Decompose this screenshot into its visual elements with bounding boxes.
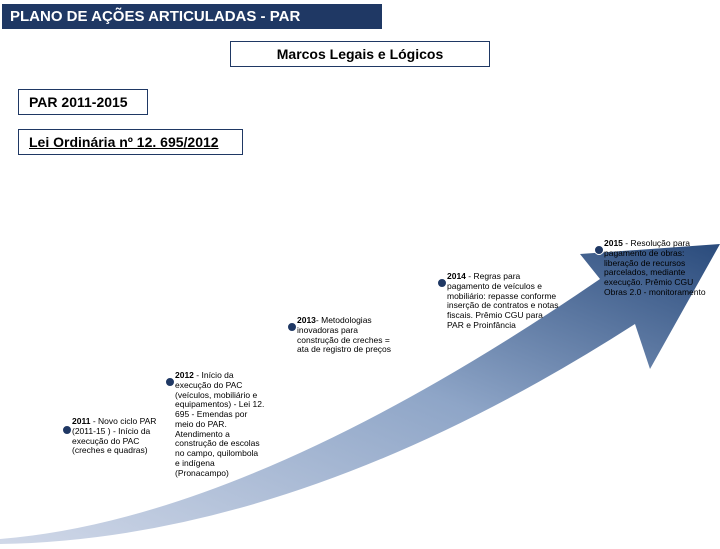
page-title: PLANO DE AÇÕES ARTICULADAS - PAR [10, 8, 300, 25]
milestone-dot-m2012 [165, 377, 175, 387]
milestone-body-m2015: - Resolução para pagamento de obras: lib… [604, 238, 706, 297]
par-period-text: PAR 2011-2015 [29, 94, 128, 110]
header-bar: PLANO DE AÇÕES ARTICULADAS - PAR [2, 4, 382, 29]
milestone-dot-m2015 [594, 245, 604, 255]
milestone-body-m2014: - Regras para pagamento de veículos e mo… [447, 271, 559, 330]
milestone-year-m2012: 2012 [175, 370, 194, 380]
subtitle-box: Marcos Legais e Lógicos [230, 41, 490, 67]
milestone-text-m2012: 2012 - Início da execução do PAC (veícul… [175, 371, 265, 478]
milestone-dot-m2011 [62, 425, 72, 435]
milestone-dot-m2013 [287, 322, 297, 332]
milestone-body-m2012: - Início da execução do PAC (veículos, m… [175, 370, 264, 478]
milestone-text-m2011: 2011 - Novo ciclo PAR (2011-15 ) - Iníci… [72, 417, 157, 456]
lei-text: Lei Ordinária nº 12. 695/2012 [29, 134, 219, 150]
milestone-year-m2013: 2013 [297, 315, 316, 325]
milestone-year-m2014: 2014 [447, 271, 466, 281]
par-period-box: PAR 2011-2015 [18, 89, 148, 115]
milestone-year-m2011: 2011 [72, 416, 90, 426]
milestone-dot-m2014 [437, 278, 447, 288]
milestone-text-m2013: 2013- Metodologias inovadoras para const… [297, 316, 397, 355]
lei-box: Lei Ordinária nº 12. 695/2012 [18, 129, 243, 155]
milestone-year-m2015: 2015 [604, 238, 623, 248]
milestone-text-m2015: 2015 - Resolução para pagamento de obras… [604, 239, 714, 298]
timeline-arrow-container: 2011 - Novo ciclo PAR (2011-15 ) - Iníci… [0, 209, 720, 544]
subtitle-text: Marcos Legais e Lógicos [277, 46, 444, 62]
milestone-text-m2014: 2014 - Regras para pagamento de veículos… [447, 272, 562, 331]
